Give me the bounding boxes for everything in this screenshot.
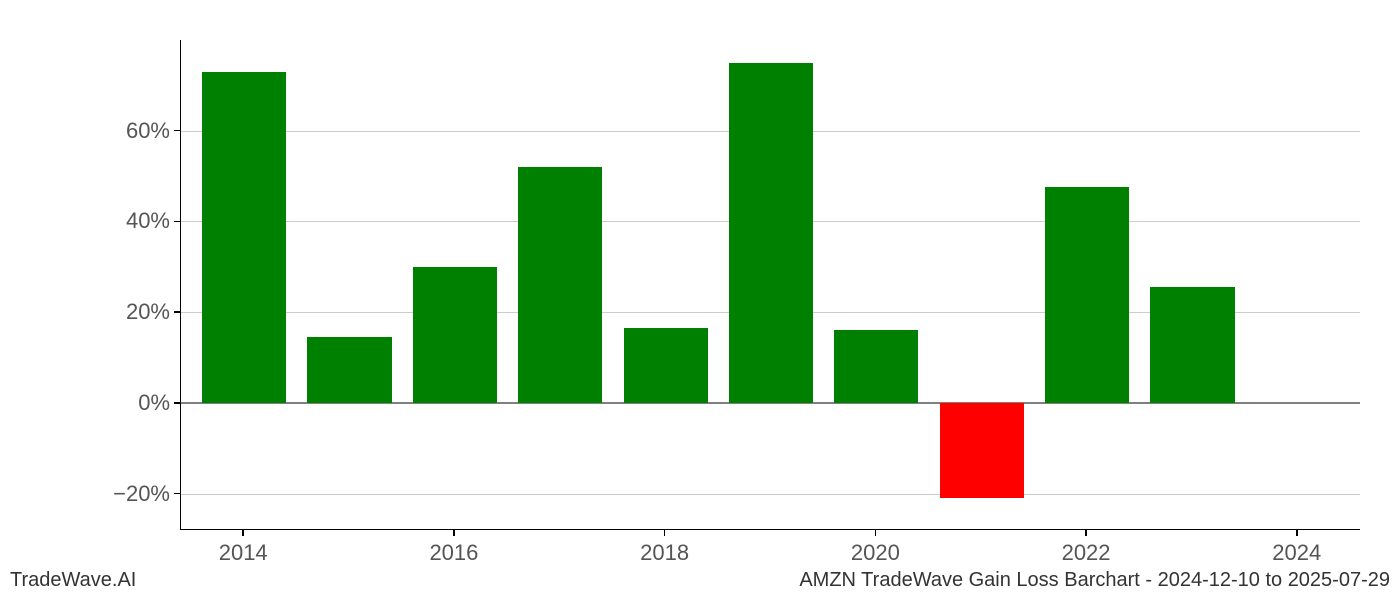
y-tick-mark bbox=[174, 221, 180, 223]
y-tick-label: 0% bbox=[90, 390, 170, 416]
bar bbox=[729, 63, 813, 403]
bar bbox=[940, 403, 1024, 498]
x-tick-mark bbox=[453, 530, 455, 536]
bar bbox=[1045, 187, 1129, 403]
x-tick-label: 2020 bbox=[851, 540, 900, 566]
x-tick-label: 2018 bbox=[640, 540, 689, 566]
y-tick-mark bbox=[174, 130, 180, 132]
x-tick-mark bbox=[875, 530, 877, 536]
bar bbox=[518, 167, 602, 403]
y-tick-label: 60% bbox=[90, 118, 170, 144]
y-tick-mark bbox=[174, 311, 180, 313]
bar bbox=[413, 267, 497, 403]
footer-left-brand: TradeWave.AI bbox=[10, 569, 136, 592]
footer-right-caption: AMZN TradeWave Gain Loss Barchart - 2024… bbox=[799, 569, 1390, 592]
y-tick-label: −20% bbox=[90, 481, 170, 507]
x-tick-label: 2016 bbox=[429, 540, 478, 566]
x-tick-label: 2022 bbox=[1062, 540, 1111, 566]
bar bbox=[624, 328, 708, 403]
chart-plot-area bbox=[180, 40, 1360, 530]
bar bbox=[834, 330, 918, 403]
y-tick-mark bbox=[174, 493, 180, 495]
bar bbox=[1150, 287, 1234, 403]
x-tick-label: 2014 bbox=[219, 540, 268, 566]
bar bbox=[307, 337, 391, 403]
gridline bbox=[181, 494, 1360, 495]
x-tick-mark bbox=[242, 530, 244, 536]
y-tick-label: 40% bbox=[90, 208, 170, 234]
x-tick-label: 2024 bbox=[1272, 540, 1321, 566]
x-tick-mark bbox=[664, 530, 666, 536]
x-tick-mark bbox=[1085, 530, 1087, 536]
y-tick-mark bbox=[174, 402, 180, 404]
x-tick-mark bbox=[1296, 530, 1298, 536]
y-tick-label: 20% bbox=[90, 299, 170, 325]
bar bbox=[202, 72, 286, 403]
